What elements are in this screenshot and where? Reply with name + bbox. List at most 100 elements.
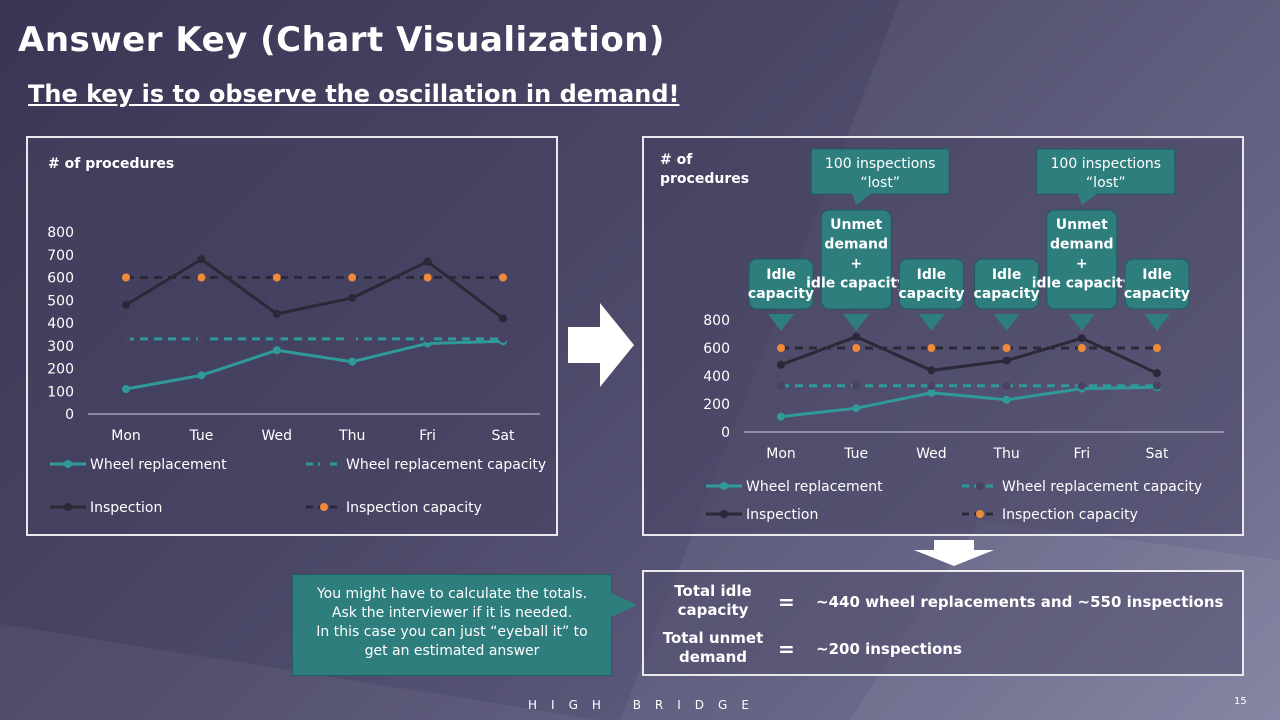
- x-tick-label: Fri: [419, 428, 436, 444]
- equals-sign: =: [778, 590, 795, 614]
- legend-marker: [64, 503, 72, 511]
- data-point: [927, 366, 936, 375]
- series-line: [780, 335, 1158, 375]
- y-tick-label: 0: [721, 425, 730, 441]
- data-point: [348, 273, 357, 282]
- callout-pointer: [852, 193, 873, 205]
- y-tick-label: 500: [47, 293, 74, 309]
- total-unmet-value: ~200 inspections: [816, 640, 962, 658]
- capacity-callout-box: [1046, 209, 1118, 310]
- y-tick-label: 400: [703, 369, 730, 385]
- chart-title: # of: [660, 152, 693, 168]
- callout-pointer: [918, 314, 945, 331]
- data-point: [423, 334, 432, 343]
- note-line: Ask the interviewer if it is needed.: [331, 605, 573, 621]
- note-line: get an estimated answer: [364, 643, 540, 659]
- data-point: [272, 346, 281, 355]
- data-point: [272, 309, 281, 318]
- data-point: [122, 300, 130, 309]
- legend-label: Inspection: [746, 507, 818, 523]
- chart-panel-right: # of procedures 0 200 400 600 800 Mon Tue Wed Thu F…: [642, 136, 1244, 536]
- lost-callout-box: [1036, 148, 1176, 195]
- legend-marker: [720, 482, 728, 490]
- y-tick-label: 600: [703, 341, 730, 357]
- data-point: [852, 404, 861, 413]
- data-point: [499, 334, 507, 343]
- callout-text: idle capacity: [1032, 276, 1132, 292]
- callout-text: Idle: [766, 267, 796, 283]
- callout-text: Idle: [917, 267, 947, 283]
- data-point: [197, 371, 206, 380]
- chart-right: # of procedures 0 200 400 600 800 Mon Tue Wed Thu F…: [660, 148, 1224, 523]
- callout-pointer: [1077, 193, 1098, 205]
- x-tick-label: Thu: [992, 446, 1019, 462]
- data-point: [777, 381, 785, 390]
- data-point: [1153, 344, 1161, 352]
- x-tick-label: Wed: [262, 428, 293, 444]
- data-point: [777, 412, 785, 421]
- data-point: [197, 273, 206, 282]
- callout-pointer: [1068, 314, 1095, 331]
- legend-marker: [720, 510, 728, 518]
- data-point: [852, 381, 861, 390]
- data-point: [499, 314, 507, 323]
- legend-label: Inspection: [90, 500, 162, 516]
- data-point: [499, 273, 507, 282]
- y-tick-label: 600: [47, 271, 74, 287]
- legend-label: Inspection capacity: [1002, 507, 1138, 523]
- legend-label: Wheel replacement: [746, 479, 883, 495]
- callout-text: +: [1076, 256, 1088, 272]
- y-tick-label: 800: [703, 313, 730, 329]
- capacity-callout-box: [898, 258, 964, 310]
- data-point: [852, 332, 861, 341]
- data-point: [1077, 381, 1086, 390]
- y-tick-label: 200: [703, 397, 730, 413]
- legend-marker: [976, 482, 984, 490]
- legend-marker: [976, 510, 984, 518]
- x-tick-label: Sat: [492, 428, 515, 444]
- data-point: [197, 334, 206, 343]
- data-point: [1002, 381, 1011, 390]
- legend-marker: [320, 503, 328, 511]
- callout-text: “lost”: [860, 175, 900, 191]
- data-point: [852, 344, 861, 352]
- data-point: [423, 273, 432, 282]
- data-point: [1077, 334, 1086, 343]
- chart-title: procedures: [660, 171, 749, 187]
- callout-text: capacity: [748, 286, 814, 302]
- chart-panel-left: # of procedures 0 100 200 300 400 500 600 700 800…: [26, 136, 558, 536]
- chart-left: # of procedures 0 100 200 300 400 500 600 700 800…: [47, 156, 546, 516]
- data-point: [1002, 395, 1011, 404]
- data-point: [927, 381, 936, 390]
- data-point: [1153, 381, 1161, 390]
- data-point: [777, 360, 785, 369]
- total-unmet-label: Total unmet demand: [662, 629, 764, 666]
- legend-marker: [64, 460, 72, 468]
- data-point: [927, 344, 936, 352]
- data-point: [348, 293, 357, 302]
- capacity-callout-box: [748, 258, 814, 310]
- data-point: [122, 384, 130, 393]
- x-tick-label: Sat: [1146, 446, 1169, 462]
- capacity-callout-box: [820, 209, 892, 310]
- lost-callout-box: [810, 148, 950, 195]
- callout-text: idle capacity: [806, 276, 906, 292]
- callout-text: 100 inspections: [825, 156, 936, 172]
- data-point: [927, 388, 936, 397]
- callout-text: demand: [824, 237, 888, 253]
- total-idle-row: Total idle capacity = ~440 wheel replace…: [644, 580, 1242, 626]
- callout-text: demand: [1050, 237, 1114, 253]
- callout-tail: [611, 593, 637, 617]
- down-arrow-icon: [914, 540, 994, 566]
- callout-text: Idle: [1142, 267, 1172, 283]
- callout-pointer: [1144, 314, 1170, 331]
- brand-logo: HIGH BRIDGE: [528, 698, 763, 712]
- callout-pointer: [993, 314, 1020, 331]
- y-tick-label: 700: [47, 248, 74, 264]
- series-line: [125, 339, 504, 391]
- callout-text: capacity: [1124, 286, 1190, 302]
- legend-label: Inspection capacity: [346, 500, 482, 516]
- slide-title: Answer Key (Chart Visualization): [18, 20, 665, 60]
- capacity-callout-box: [974, 258, 1040, 310]
- data-point: [348, 357, 357, 366]
